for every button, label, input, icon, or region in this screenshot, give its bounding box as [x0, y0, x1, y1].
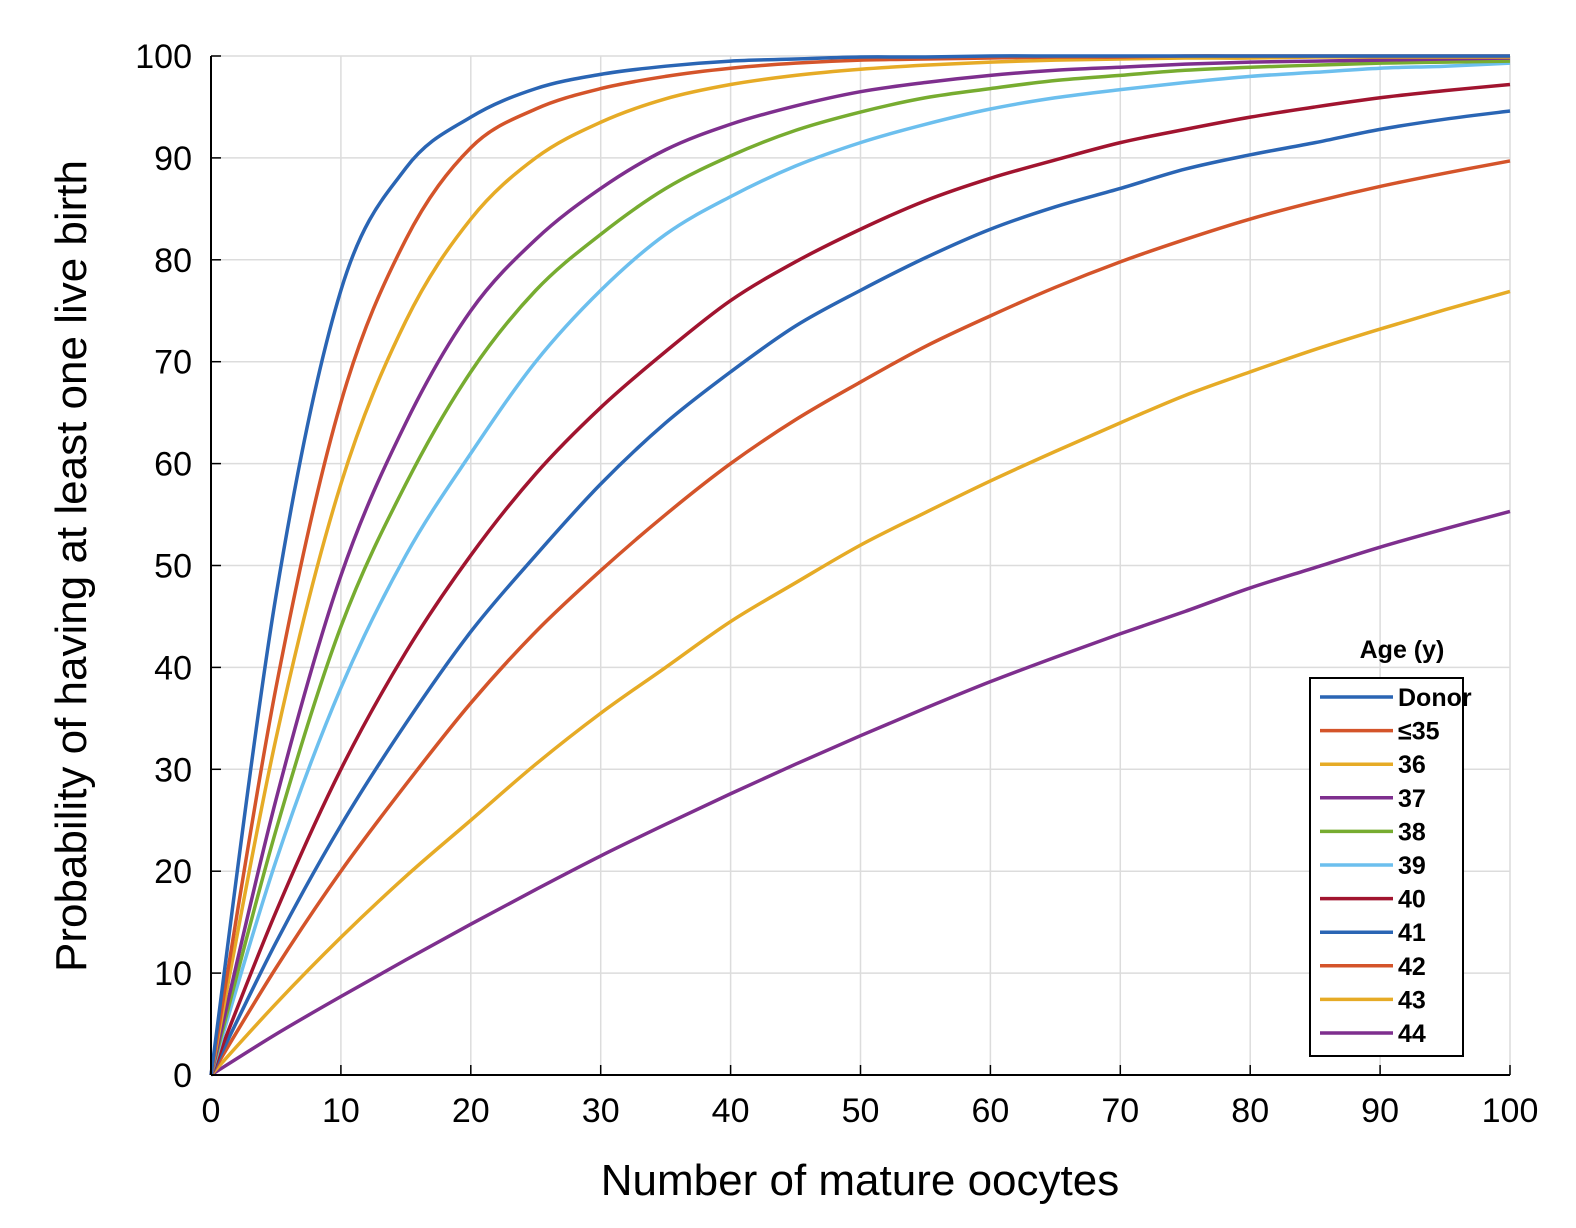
legend-items: Donor ≤35 36 37 38 39 40 41 42 43 44 — [1320, 684, 1472, 1048]
y-tick-label: 60 — [154, 446, 192, 484]
series-line — [210, 509, 1511, 1077]
x-tick-label: 40 — [712, 1092, 750, 1130]
legend-label: 40 — [1398, 886, 1426, 914]
x-tick-label: 30 — [582, 1092, 620, 1130]
y-tick-label: 0 — [173, 1057, 192, 1095]
x-tick-label: 80 — [1231, 1092, 1269, 1130]
x-tick-label: 50 — [842, 1092, 880, 1130]
series-line — [209, 59, 1511, 1076]
legend-label: Donor — [1398, 684, 1472, 712]
legend-label: 36 — [1398, 751, 1426, 779]
x-tick-label: 0 — [202, 1092, 221, 1130]
y-tick-label: 50 — [154, 548, 192, 586]
legend-label: ≤35 — [1398, 718, 1440, 746]
series-line — [209, 56, 1511, 1076]
x-tick-label: 90 — [1361, 1092, 1399, 1130]
x-axis-title: Number of mature oocytes — [601, 1156, 1119, 1205]
y-tick-label: 70 — [154, 344, 192, 382]
legend-label: 42 — [1398, 953, 1426, 981]
x-tick-label: 100 — [1482, 1092, 1539, 1130]
y-tick-label: 10 — [154, 955, 192, 993]
y-tick-label: 20 — [154, 853, 192, 891]
y-tick-label: 90 — [154, 140, 192, 178]
y-tick-label: 30 — [154, 751, 192, 789]
series-line — [209, 55, 1510, 1076]
tick-labels: 0 10 20 30 40 50 60 70 80 90 100 0 10 20 30 40 50 60 70 80 9… — [135, 38, 1538, 1130]
y-tick-label: 80 — [154, 242, 192, 280]
legend-label: 41 — [1398, 919, 1426, 947]
legend-label: 43 — [1398, 986, 1426, 1014]
series-line — [209, 159, 1511, 1076]
legend-label: 37 — [1398, 785, 1426, 813]
x-tick-label: 70 — [1101, 1092, 1139, 1130]
series-line — [209, 289, 1511, 1077]
legend-label: 38 — [1398, 818, 1426, 846]
x-tick-label: 20 — [452, 1092, 490, 1130]
series-line — [209, 54, 1510, 1076]
y-tick-label: 40 — [154, 649, 192, 687]
legend-label: 44 — [1398, 1020, 1426, 1048]
series-lines — [209, 54, 1511, 1077]
series-line — [209, 61, 1511, 1076]
axes — [210, 55, 1511, 1076]
x-tick-label: 10 — [322, 1092, 360, 1130]
x-tick-label: 60 — [971, 1092, 1009, 1130]
legend-title: Age (y) — [1360, 636, 1445, 664]
y-tick-label: 100 — [135, 38, 192, 76]
legend-label: 39 — [1398, 852, 1426, 880]
series-line — [209, 82, 1511, 1076]
legend: Age (y) Donor ≤35 36 37 38 39 40 41 42 43 44 — [1309, 636, 1472, 1057]
series-line — [209, 109, 1511, 1076]
legend-box — [1309, 677, 1464, 1057]
y-axis-title: Probability of having at least one live … — [47, 160, 96, 972]
